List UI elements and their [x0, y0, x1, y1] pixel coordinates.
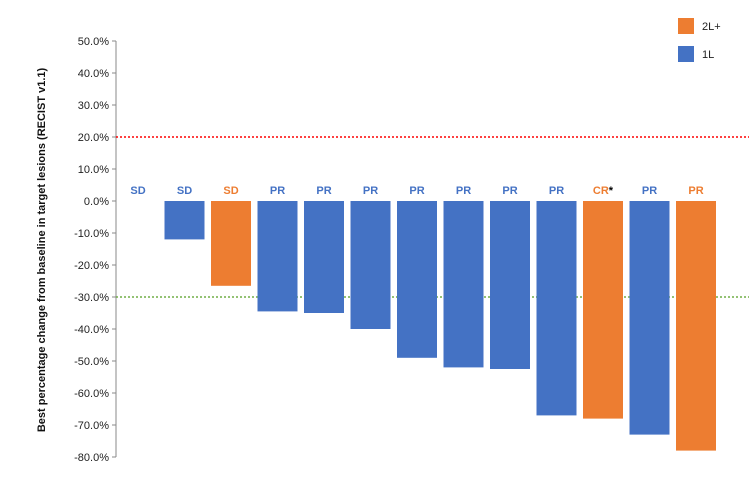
y-axis-label: Best percentage change from baseline in …: [36, 68, 48, 433]
bar-response-label: PR: [502, 185, 517, 197]
bar-response-label: PR: [409, 185, 424, 197]
y-axis: 50.0% 40.0% 30.0% 20.0% 10.0% 0.0% -10.0% -20.0…: [74, 36, 117, 464]
bar-response-label: PR: [270, 185, 285, 197]
y-tick-label: 50.0%: [78, 36, 109, 48]
y-tick-label: 0.0%: [84, 196, 109, 208]
bar-response-label: SD: [130, 185, 145, 197]
y-tick-label: -40.0%: [74, 324, 109, 336]
bar: [304, 201, 344, 313]
bar-response-label: PR: [549, 185, 564, 197]
y-tick-label: -60.0%: [74, 388, 109, 400]
y-tick-label: 30.0%: [78, 100, 109, 112]
bar: [583, 201, 623, 419]
y-tick-label: -10.0%: [74, 228, 109, 240]
bar: [490, 201, 530, 369]
y-tick-label: -30.0%: [74, 292, 109, 304]
bar: [350, 201, 391, 329]
y-tick-label: -70.0%: [74, 420, 109, 432]
y-tick-label: -50.0%: [74, 356, 109, 368]
bars: SD SD SD PR PR PR PR PR PR PR CR* PR PR: [130, 185, 716, 451]
bar: [397, 201, 437, 358]
bar-marker: *: [609, 185, 614, 197]
legend-label: 1L: [702, 49, 714, 61]
bar: [443, 201, 484, 368]
bar: [211, 201, 251, 286]
legend-swatch: [678, 18, 694, 34]
bar: [164, 201, 205, 240]
bar-response-label: PR: [363, 185, 378, 197]
bar-response-label: PR: [642, 185, 657, 197]
bar-response-label: SD: [223, 185, 238, 197]
legend: 2L+ 1L: [678, 18, 721, 62]
bar: [629, 201, 670, 435]
bar-response-label: SD: [177, 185, 192, 197]
bar: [257, 201, 298, 312]
bar-response-label: CR*: [593, 185, 614, 197]
y-tick-label: 20.0%: [78, 132, 109, 144]
y-tick-label: -20.0%: [74, 260, 109, 272]
y-tick-label: 10.0%: [78, 164, 109, 176]
y-tick-label: 40.0%: [78, 68, 109, 80]
bar: [676, 201, 716, 451]
legend-label: 2L+: [702, 21, 721, 33]
bar-response-label: PR: [688, 185, 703, 197]
bar: [536, 201, 577, 416]
y-tick-label: -80.0%: [74, 452, 109, 464]
legend-swatch: [678, 46, 694, 62]
bar-response-label: PR: [316, 185, 331, 197]
bar-response-label: PR: [456, 185, 471, 197]
